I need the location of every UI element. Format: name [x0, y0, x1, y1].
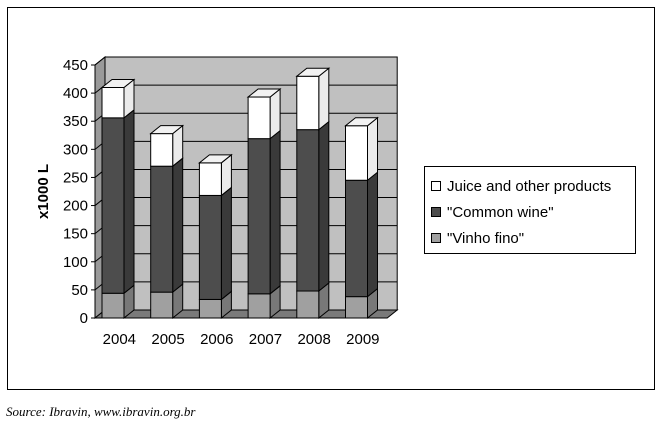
bar-segment: [198, 298, 222, 319]
legend-item: "Vinho fino": [431, 225, 635, 251]
bar-side: [367, 116, 378, 182]
bar-segment: [150, 133, 174, 167]
y-tick-label: 400: [63, 85, 88, 102]
y-tick-label: 300: [63, 141, 88, 158]
legend-swatch: [431, 233, 441, 243]
y-tick-label: 0: [80, 310, 88, 327]
legend-item: "Common wine": [431, 199, 635, 225]
x-tick-label: 2009: [346, 331, 379, 348]
bar-top: [149, 125, 185, 135]
bar-side: [318, 120, 330, 293]
y-tick-label: 350: [63, 113, 88, 130]
legend-swatch: [431, 207, 441, 217]
x-tick-label: 2006: [200, 331, 233, 348]
bar-segment: [247, 96, 271, 140]
bar-segment: [150, 165, 174, 293]
x-tick-label: 2008: [297, 331, 330, 348]
y-tick-label: 50: [71, 282, 88, 299]
y-axis-label: x1000 L: [35, 164, 52, 219]
bar-top: [295, 67, 331, 77]
bar-top: [197, 154, 233, 164]
x-tick-label: 2007: [249, 331, 282, 348]
x-tick-label: 2004: [103, 331, 136, 348]
bar-segment: [101, 117, 125, 294]
legend-item: Juice and other products: [431, 173, 635, 199]
bar-segment: [345, 125, 368, 181]
bar-segment: [198, 162, 222, 196]
bar-segment: [198, 194, 222, 300]
bar-side: [172, 157, 184, 294]
stacked-bar-chart: 0 50 100 150 200 250 300 350 400 450 x1000 L 2004 20…: [35, 55, 399, 348]
legend-label: "Common wine": [447, 203, 554, 221]
x-tick-label: 2005: [151, 331, 184, 348]
y-tick-label: 250: [63, 169, 88, 186]
bar-segment: [345, 296, 368, 319]
bar-side: [123, 108, 135, 295]
bar-side: [220, 186, 232, 301]
bar-segment: [296, 75, 320, 131]
bar-side: [367, 171, 378, 298]
legend-label: "Vinho fino": [447, 229, 525, 247]
bar-segment: [247, 293, 271, 319]
bar-top: [246, 88, 282, 98]
bar-top: [100, 78, 136, 88]
legend: Juice and other products "Common wine" "Vi…: [424, 166, 636, 254]
legend-swatch: [431, 181, 441, 191]
bar-side: [269, 129, 281, 295]
source-note: Source: Ibravin, www.ibravin.org.br: [6, 404, 196, 419]
y-tick-label: 100: [63, 254, 88, 271]
chart-frame: 0 50 100 150 200 250 300 350 400 450 x1000 L 2004 20…: [7, 7, 655, 390]
bar-segment: [296, 129, 320, 292]
bar-segment: [101, 86, 125, 119]
bar-top: [344, 117, 379, 127]
bar-segment: [247, 138, 271, 295]
legend-label: Juice and other products: [447, 177, 612, 195]
bar-segment: [101, 292, 125, 319]
bar-side: [269, 88, 281, 140]
y-tick-label: 200: [63, 198, 88, 215]
y-tick-label: 450: [63, 57, 88, 74]
bar-side: [318, 67, 330, 131]
gridline-side: [94, 56, 106, 66]
bar-segment: [150, 291, 174, 319]
y-tick-label: 150: [63, 226, 88, 243]
bar-segment: [345, 179, 368, 298]
bar-segment: [296, 290, 320, 319]
